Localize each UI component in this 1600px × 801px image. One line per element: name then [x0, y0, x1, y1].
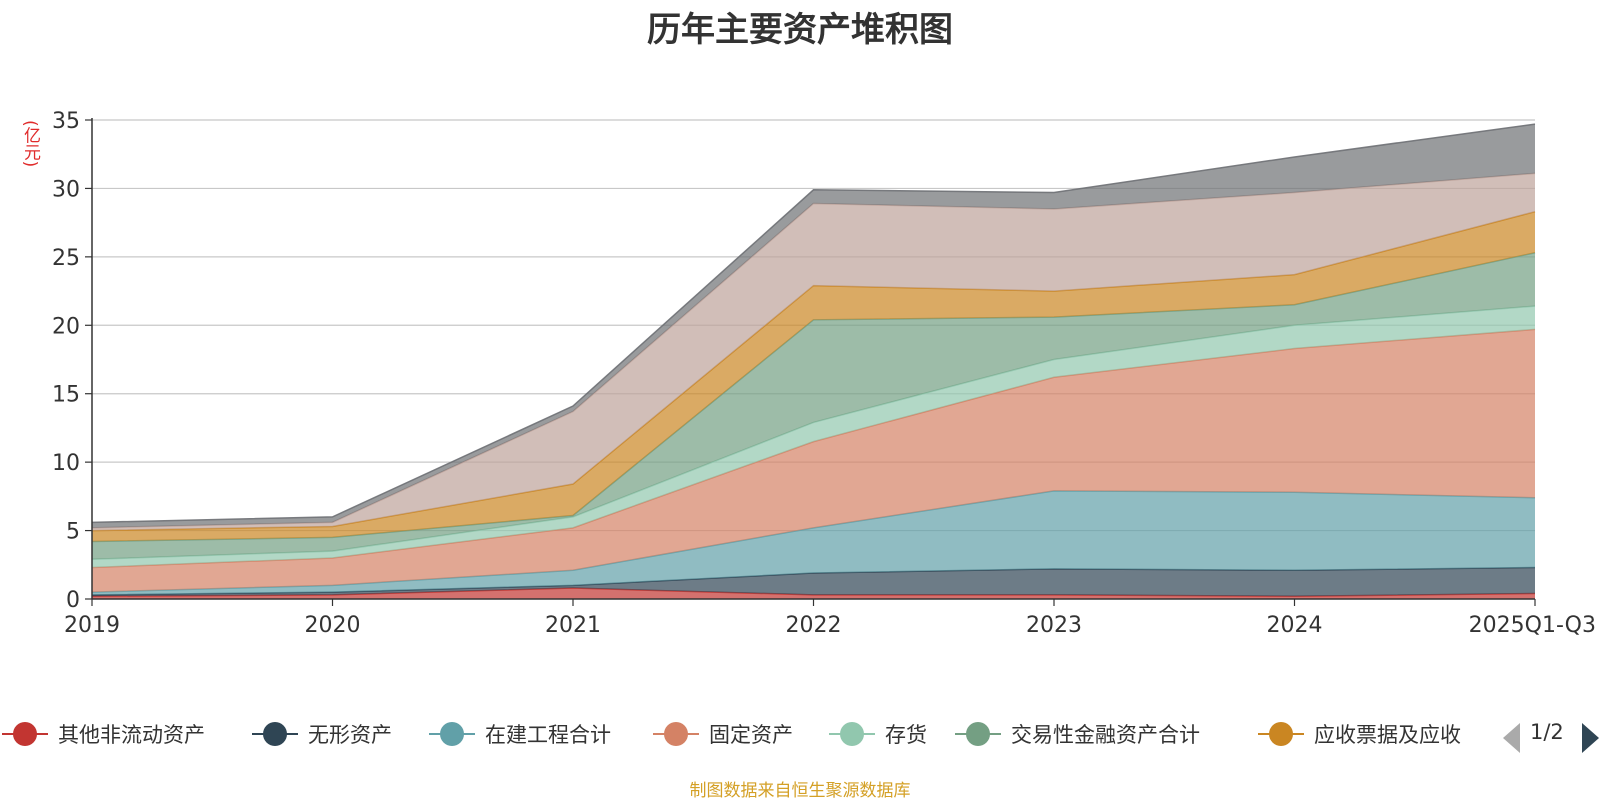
legend-item-3[interactable]: 固定资产	[651, 716, 793, 752]
x-tick-label: 2025Q1-Q3	[1469, 613, 1596, 638]
x-tick-label: 2022	[786, 613, 842, 638]
y-tick-label: 25	[52, 246, 80, 271]
legend-item-0[interactable]: 其他非流动资产	[0, 716, 205, 752]
source-note: 制图数据来自恒生聚源数据库	[689, 781, 911, 801]
y-axis-unit-label: (亿元)	[20, 120, 40, 168]
legend-marker	[1256, 716, 1306, 752]
chevron-right-icon[interactable]	[1582, 723, 1599, 753]
legend-label: 交易性金融资产合计	[1011, 723, 1200, 747]
legend-label: 固定资产	[709, 723, 793, 747]
legend-label: 应收票据及应收	[1314, 723, 1461, 747]
y-tick-label: 35	[52, 109, 80, 134]
x-tick-label: 2019	[64, 613, 120, 638]
legend-label: 无形资产	[308, 723, 392, 747]
legend-marker	[250, 716, 300, 752]
area-series-2[interactable]	[92, 490, 1535, 595]
plot-area: 0 5 10 15 20 25 30 35 2019 2020 2021 2022 2023 2024 20…	[52, 109, 1596, 638]
chevron-left-icon[interactable]	[1503, 723, 1520, 753]
x-tick-label: 2023	[1026, 613, 1082, 638]
legend-item-1[interactable]: 无形资产	[250, 716, 392, 752]
y-tick-label: 20	[52, 314, 80, 339]
legend-item-2[interactable]: 在建工程合计	[427, 716, 611, 752]
y-tick-label: 0	[66, 588, 80, 613]
y-tick-label: 10	[52, 451, 80, 476]
legend-marker	[651, 716, 701, 752]
legend-marker	[0, 716, 50, 752]
area-series-5[interactable]	[92, 252, 1535, 560]
y-tick-label: 30	[52, 177, 80, 202]
legend-label: 存货	[885, 723, 927, 747]
area-series-8[interactable]	[92, 124, 1535, 528]
stacked-areas	[91, 123, 1536, 599]
axes: 0 5 10 15 20 25 30 35 2019 2020 2021 2022 2023 2024 20…	[52, 109, 1596, 638]
legend-page-indicator: 1/2	[1530, 720, 1564, 744]
area-series-4[interactable]	[92, 306, 1535, 568]
legend-marker	[427, 716, 477, 752]
chart-title: 历年主要资产堆积图	[647, 10, 953, 50]
legend: 其他非流动资产 无形资产 在建工程合计 固定资产 存货 交易性金融资产合计 应收票据及应收	[0, 716, 1600, 752]
y-tick-label: 15	[52, 383, 80, 408]
legend-marker	[827, 716, 877, 752]
area-series-line-8	[91, 123, 1536, 524]
area-series-7[interactable]	[92, 173, 1535, 531]
y-tick-label: 5	[66, 520, 80, 545]
legend-label: 其他非流动资产	[58, 723, 205, 747]
legend-label: 在建工程合计	[485, 723, 611, 747]
legend-marker	[953, 716, 1003, 752]
legend-item-4[interactable]: 存货	[827, 716, 927, 752]
area-series-6[interactable]	[92, 211, 1535, 542]
x-tick-label: 2021	[545, 613, 601, 638]
x-tick-label: 2024	[1267, 613, 1323, 638]
x-tick-label: 2020	[305, 613, 361, 638]
legend-item-6[interactable]: 应收票据及应收	[1256, 716, 1461, 752]
legend-item-5[interactable]: 交易性金融资产合计	[953, 716, 1200, 752]
area-series-3[interactable]	[92, 329, 1535, 593]
